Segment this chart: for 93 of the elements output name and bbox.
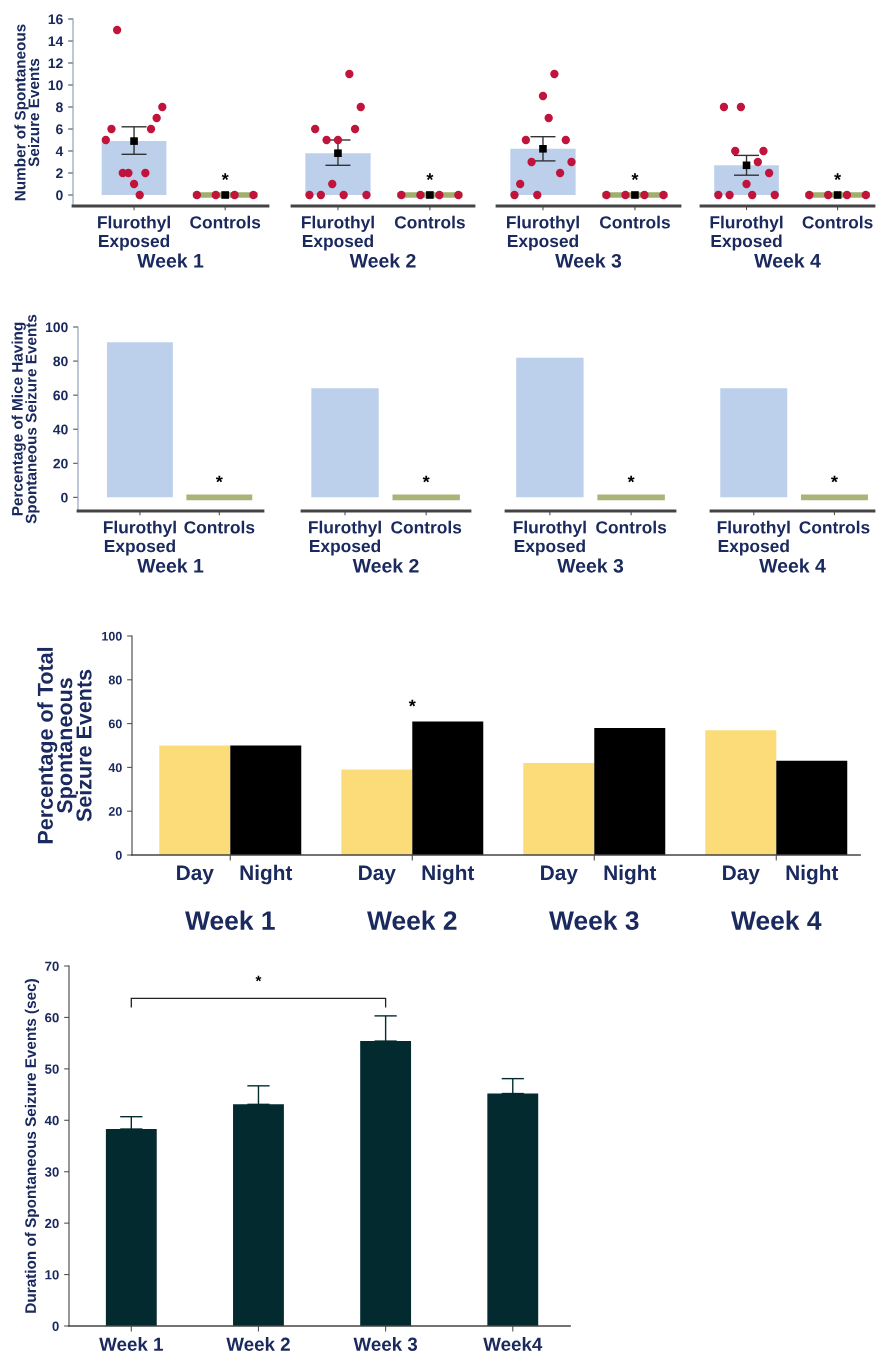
y-tick-label: 6 xyxy=(56,124,63,135)
y-tick-label: 100 xyxy=(45,322,68,333)
bar xyxy=(360,1041,412,1326)
x-tick-label: Flurothyl Exposed xyxy=(301,215,374,251)
annotation: * xyxy=(631,173,639,180)
x-tick-label: Controls xyxy=(596,520,667,534)
y-tick-label: 16 xyxy=(48,14,63,25)
x-axis-title: Week 2 xyxy=(349,253,416,268)
x-axis-title: Week 1 xyxy=(137,558,204,573)
y-tick-label: 0 xyxy=(115,850,122,860)
text: Day xyxy=(541,865,578,885)
text: Night xyxy=(604,864,657,885)
y-tick-label: 8 xyxy=(55,102,63,113)
x-tick-label: Flurothyl Exposed xyxy=(103,520,176,556)
x-tick-label: Week4 xyxy=(483,1337,543,1351)
x-tick-label: Flurothyl Exposed xyxy=(507,215,579,251)
y-tick-label: 60 xyxy=(53,390,68,401)
annotation: * xyxy=(408,699,416,707)
y-tick-label: 60 xyxy=(108,719,122,729)
y-tick-label: 100 xyxy=(102,631,122,641)
x-tick-label: Controls xyxy=(802,215,873,229)
y-tick-label: 80 xyxy=(108,675,122,685)
x-tick-label: Week 2 xyxy=(367,910,457,930)
x-tick-label: Controls xyxy=(190,215,261,229)
y-tick-label: 20 xyxy=(45,1218,59,1229)
bar xyxy=(105,1129,157,1326)
x-tick-label: Controls xyxy=(184,520,255,534)
x-tick-label: Flurothyl Exposed xyxy=(710,215,783,251)
x-axis-title: Week 4 xyxy=(759,558,826,573)
series-label: Night xyxy=(240,864,293,885)
text: Day xyxy=(723,865,760,885)
x-axis-title: Week 2 xyxy=(352,558,419,573)
y-tick-label: 2 xyxy=(56,168,63,179)
series-label: Day xyxy=(177,865,214,885)
annotation: * xyxy=(627,475,635,483)
x-tick-label: Week 1 xyxy=(99,1337,163,1351)
bar xyxy=(412,721,484,855)
bar xyxy=(159,745,231,855)
y-tick-label: 12 xyxy=(48,58,63,69)
bar xyxy=(341,769,413,855)
y-tick-label: 40 xyxy=(108,763,122,773)
y-tick-label: 20 xyxy=(108,807,122,816)
y-axis-title: Percentage of Mice Having Spontaneous Seizure Events xyxy=(11,314,40,524)
y-tick-label: 4 xyxy=(55,146,64,157)
x-axis-title: Week 1 xyxy=(137,253,204,268)
y-tick-label: 50 xyxy=(45,1064,59,1074)
y-tick-label: 20 xyxy=(53,458,68,469)
annotation: * xyxy=(834,173,842,180)
text: Night xyxy=(786,864,839,885)
x-tick-label: Week 3 xyxy=(353,1337,418,1351)
annotation: * xyxy=(422,475,430,483)
annotation: * xyxy=(426,173,434,180)
y-axis-title: Percentage of Total Spontaneous Seizure Events xyxy=(37,647,92,844)
x-tick-label: Controls xyxy=(599,215,670,229)
annotation: * xyxy=(831,475,838,483)
bar xyxy=(776,760,848,855)
bar xyxy=(594,727,666,855)
y-axis-title: Number of Spontaneous Seizure Events xyxy=(14,24,40,201)
text: Night xyxy=(422,864,475,885)
x-tick-label: Flurothyl Exposed xyxy=(309,520,381,556)
x-tick-label: Controls xyxy=(391,520,462,534)
y-tick-label: 0 xyxy=(52,1321,59,1331)
x-axis-title: Week 4 xyxy=(754,253,821,268)
annotation: * xyxy=(215,475,223,483)
x-tick-label: Week 1 xyxy=(185,910,275,930)
bar xyxy=(705,730,777,855)
y-tick-label: 0 xyxy=(56,190,63,201)
y-tick-label: 0 xyxy=(61,492,68,503)
x-tick-label: Week 2 xyxy=(226,1337,290,1351)
x-tick-label: Flurothyl Exposed xyxy=(513,520,586,556)
y-tick-label: 60 xyxy=(45,1013,59,1023)
bar xyxy=(523,763,595,855)
bar xyxy=(230,745,302,855)
y-tick-label: 10 xyxy=(48,80,63,91)
x-tick-label: Controls xyxy=(394,215,465,229)
x-tick-label: Flurothyl Exposed xyxy=(98,215,170,251)
x-tick-label: Flurothyl Exposed xyxy=(717,520,790,556)
annotation: * xyxy=(255,975,262,982)
x-axis-title: Week 3 xyxy=(557,558,624,573)
y-tick-label: 40 xyxy=(44,1115,59,1126)
x-tick-label: Week 4 xyxy=(731,910,822,930)
y-tick-label: 30 xyxy=(44,1167,59,1177)
y-tick-label: 80 xyxy=(53,356,68,367)
y-tick-label: 40 xyxy=(53,424,68,435)
annotation: * xyxy=(221,173,229,180)
x-tick-label: Week 3 xyxy=(549,910,639,930)
x-tick-label: Controls xyxy=(799,520,870,534)
text: Day xyxy=(359,865,396,885)
x-axis-title: Week 3 xyxy=(555,253,622,268)
y-tick-label: 14 xyxy=(48,36,64,47)
y-axis-title: Duration of Spontaneous Seizure Events (sec) xyxy=(24,979,40,1313)
y-tick-label: 10 xyxy=(45,1270,59,1280)
y-tick-label: 70 xyxy=(45,961,59,971)
